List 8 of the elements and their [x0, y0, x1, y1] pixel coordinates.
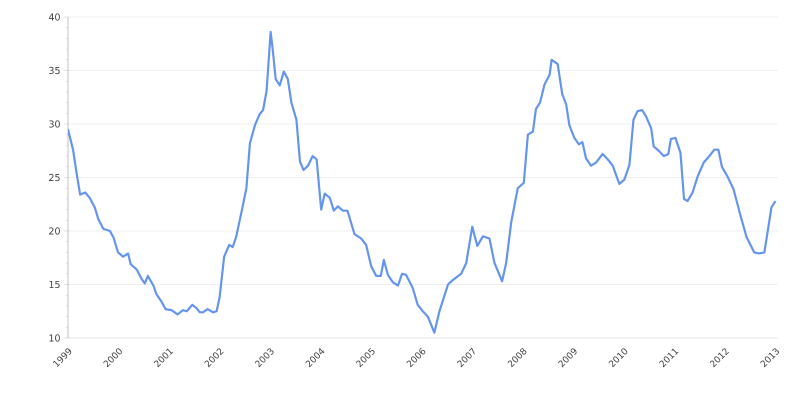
y-tick-label: 10: [50, 334, 60, 342]
y-tick-label: 30: [49, 120, 60, 128]
y-tick-label: 25: [49, 174, 60, 182]
y-tick-label: 40: [48, 13, 60, 21]
y-tick-label: 20: [49, 227, 60, 235]
y-tick-label: 35: [49, 66, 60, 74]
y-tick-label: 15: [50, 280, 60, 288]
line-series: [68, 30, 777, 334]
